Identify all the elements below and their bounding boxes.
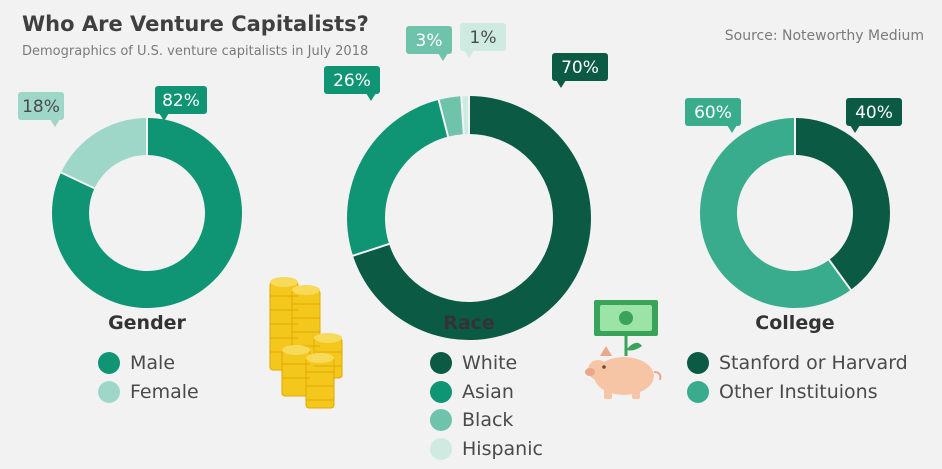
value-callout: 3% bbox=[406, 26, 452, 61]
gender-donut: Gender 82% 18% bbox=[18, 86, 243, 334]
value-label: 18% bbox=[22, 97, 60, 117]
gender-legend: Male Female bbox=[98, 349, 199, 406]
legend-swatch bbox=[430, 352, 452, 375]
slice-other-instituions bbox=[699, 118, 851, 308]
college-donut: College 40% 60% bbox=[685, 98, 902, 334]
slice-separator bbox=[351, 242, 391, 257]
legend-label: Hispanic bbox=[462, 437, 543, 460]
chart-subtitle: Demographics of U.S. venture capitalists… bbox=[22, 44, 369, 59]
legend-label: White bbox=[462, 352, 518, 375]
legend-swatch bbox=[430, 380, 452, 403]
legend-label: Asian bbox=[462, 380, 514, 403]
value-callout: 82% bbox=[155, 86, 207, 121]
legend-swatch bbox=[687, 352, 709, 375]
chart-title: Who Are Venture Capitalists? bbox=[22, 12, 369, 36]
legend-swatch bbox=[430, 409, 452, 432]
slice-separator bbox=[59, 171, 96, 190]
slice-separator bbox=[827, 258, 853, 292]
legend-item: Stanford or Harvard bbox=[687, 349, 908, 378]
race-legend: White Asian Black Hispanic bbox=[430, 349, 543, 463]
value-callout: 40% bbox=[846, 98, 902, 133]
value-label: 60% bbox=[694, 103, 732, 123]
slice-female bbox=[61, 118, 148, 189]
legend-item: Hispanic bbox=[430, 435, 543, 464]
legend-label: Other Instituions bbox=[719, 380, 878, 403]
legend-swatch bbox=[98, 380, 120, 403]
value-label: 26% bbox=[333, 71, 371, 91]
legend-item: Asian bbox=[430, 378, 543, 407]
legend-item: Other Instituions bbox=[687, 378, 908, 407]
slice-separator bbox=[460, 95, 465, 136]
value-label: 40% bbox=[855, 103, 893, 123]
legend-label: Black bbox=[462, 409, 514, 432]
legend-label: Female bbox=[130, 380, 199, 403]
slice-stanford-or-harvard bbox=[795, 118, 890, 290]
college-legend: Stanford or Harvard Other Instituions bbox=[687, 349, 908, 406]
legend-label: Male bbox=[130, 352, 176, 375]
value-callout: 60% bbox=[685, 98, 741, 133]
slice-separator bbox=[437, 98, 450, 138]
legend-item: Female bbox=[98, 378, 199, 407]
slice-male bbox=[52, 118, 243, 309]
piggy-bank-icon bbox=[585, 300, 662, 399]
donut-title: College bbox=[755, 312, 834, 334]
slice-white bbox=[352, 96, 591, 340]
legend-swatch bbox=[98, 352, 120, 375]
value-callout: 70% bbox=[552, 53, 608, 88]
value-label: 1% bbox=[470, 28, 497, 48]
slice-asian bbox=[346, 99, 449, 256]
value-callout: 1% bbox=[460, 23, 506, 58]
slice-black bbox=[438, 96, 464, 137]
value-label: 3% bbox=[416, 31, 443, 51]
coin-stack-icon bbox=[269, 277, 343, 409]
legend-item: Male bbox=[98, 349, 199, 378]
legend-label: Stanford or Harvard bbox=[719, 352, 908, 375]
legend-swatch bbox=[430, 437, 452, 460]
legend-item: Black bbox=[430, 406, 543, 435]
donut-title: Gender bbox=[108, 312, 186, 334]
source-note: Source: Noteworthy Medium bbox=[724, 28, 924, 44]
value-label: 70% bbox=[561, 58, 599, 78]
donut-title: Race bbox=[443, 312, 495, 334]
value-callout: 26% bbox=[324, 66, 380, 101]
legend-item: White bbox=[430, 349, 543, 378]
race-donut: Race 70% 26% 3% 1% bbox=[324, 23, 608, 340]
value-callout: 18% bbox=[18, 92, 64, 127]
value-label: 82% bbox=[162, 91, 200, 111]
legend-swatch bbox=[687, 380, 709, 403]
